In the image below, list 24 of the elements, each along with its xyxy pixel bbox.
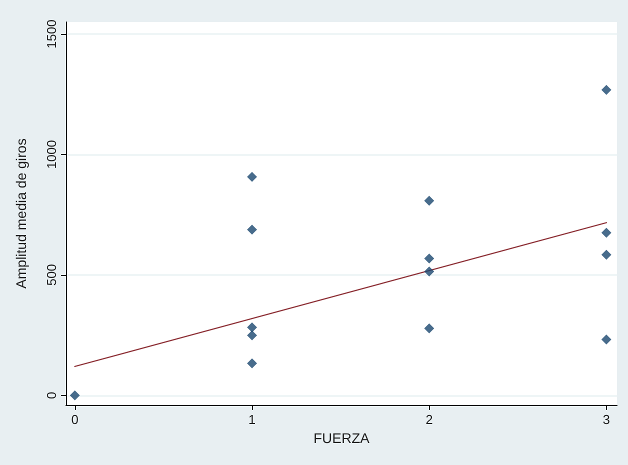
x-tick-label: 2 (426, 412, 433, 427)
x-axis-title: FUERZA (314, 430, 370, 446)
y-axis-title: Amplitud media de giros (13, 138, 29, 289)
point (70, 390, 80, 400)
x-tick-label: 3 (602, 412, 610, 427)
point (424, 196, 434, 206)
x-tick-label: 0 (71, 412, 78, 427)
point (601, 84, 612, 95)
point (601, 334, 612, 344)
point (247, 322, 258, 332)
y-tick-label: 1000 (44, 140, 59, 169)
y-tick-label: 0 (44, 392, 59, 399)
point (247, 330, 258, 340)
point (424, 323, 434, 334)
y-tick-label: 500 (44, 264, 59, 286)
x-tick-label: 1 (248, 412, 256, 427)
y-tick-label: 1500 (44, 20, 59, 49)
point (247, 224, 258, 235)
point (424, 254, 434, 264)
point (247, 172, 258, 182)
point (424, 266, 434, 277)
point (601, 250, 612, 260)
point (601, 228, 612, 238)
point (247, 358, 258, 368)
